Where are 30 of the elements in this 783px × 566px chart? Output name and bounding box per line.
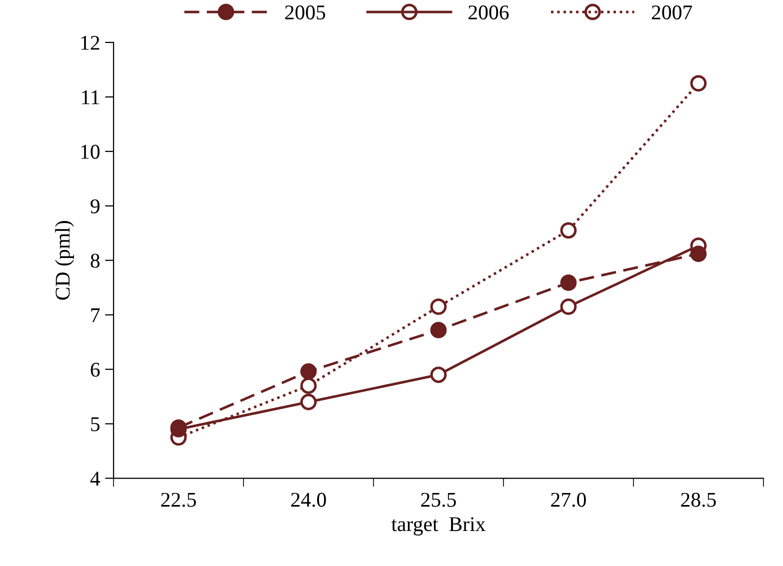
y-tick-label: 6 [90, 362, 100, 377]
point [560, 222, 577, 239]
y-axis-title: CD (pml) [55, 221, 74, 300]
y-tick-label: 12 [81, 36, 100, 50]
point [430, 366, 447, 383]
y-tick-label: 10 [81, 144, 100, 159]
y-tick-label: 8 [90, 254, 100, 268]
point [690, 246, 707, 262]
point [560, 274, 577, 291]
x-axis-title: target Brix [391, 517, 486, 536]
x-tick-label: 28.5 [681, 492, 716, 507]
x-tick-label: 27.0 [551, 492, 586, 507]
point [430, 298, 447, 315]
point [690, 75, 707, 92]
x-tick-label: 22.5 [161, 492, 196, 507]
x-tick-label: 24.0 [291, 492, 326, 507]
x-tick-label: 25.5 [421, 492, 456, 507]
y-tick-label: 11 [82, 90, 100, 104]
legend-label: 2007 [652, 5, 692, 20]
point [300, 377, 317, 394]
y-tick-label: 4 [90, 472, 100, 486]
y-tick-label: 7 [91, 308, 100, 322]
y-tick-label: 9 [90, 199, 100, 214]
point [430, 322, 447, 338]
point [300, 394, 317, 410]
legend-label: 2006 [468, 5, 509, 20]
y-tick-label: 5 [91, 417, 100, 432]
point [560, 298, 577, 315]
point [300, 363, 317, 380]
legend-label: 2005 [285, 5, 326, 20]
